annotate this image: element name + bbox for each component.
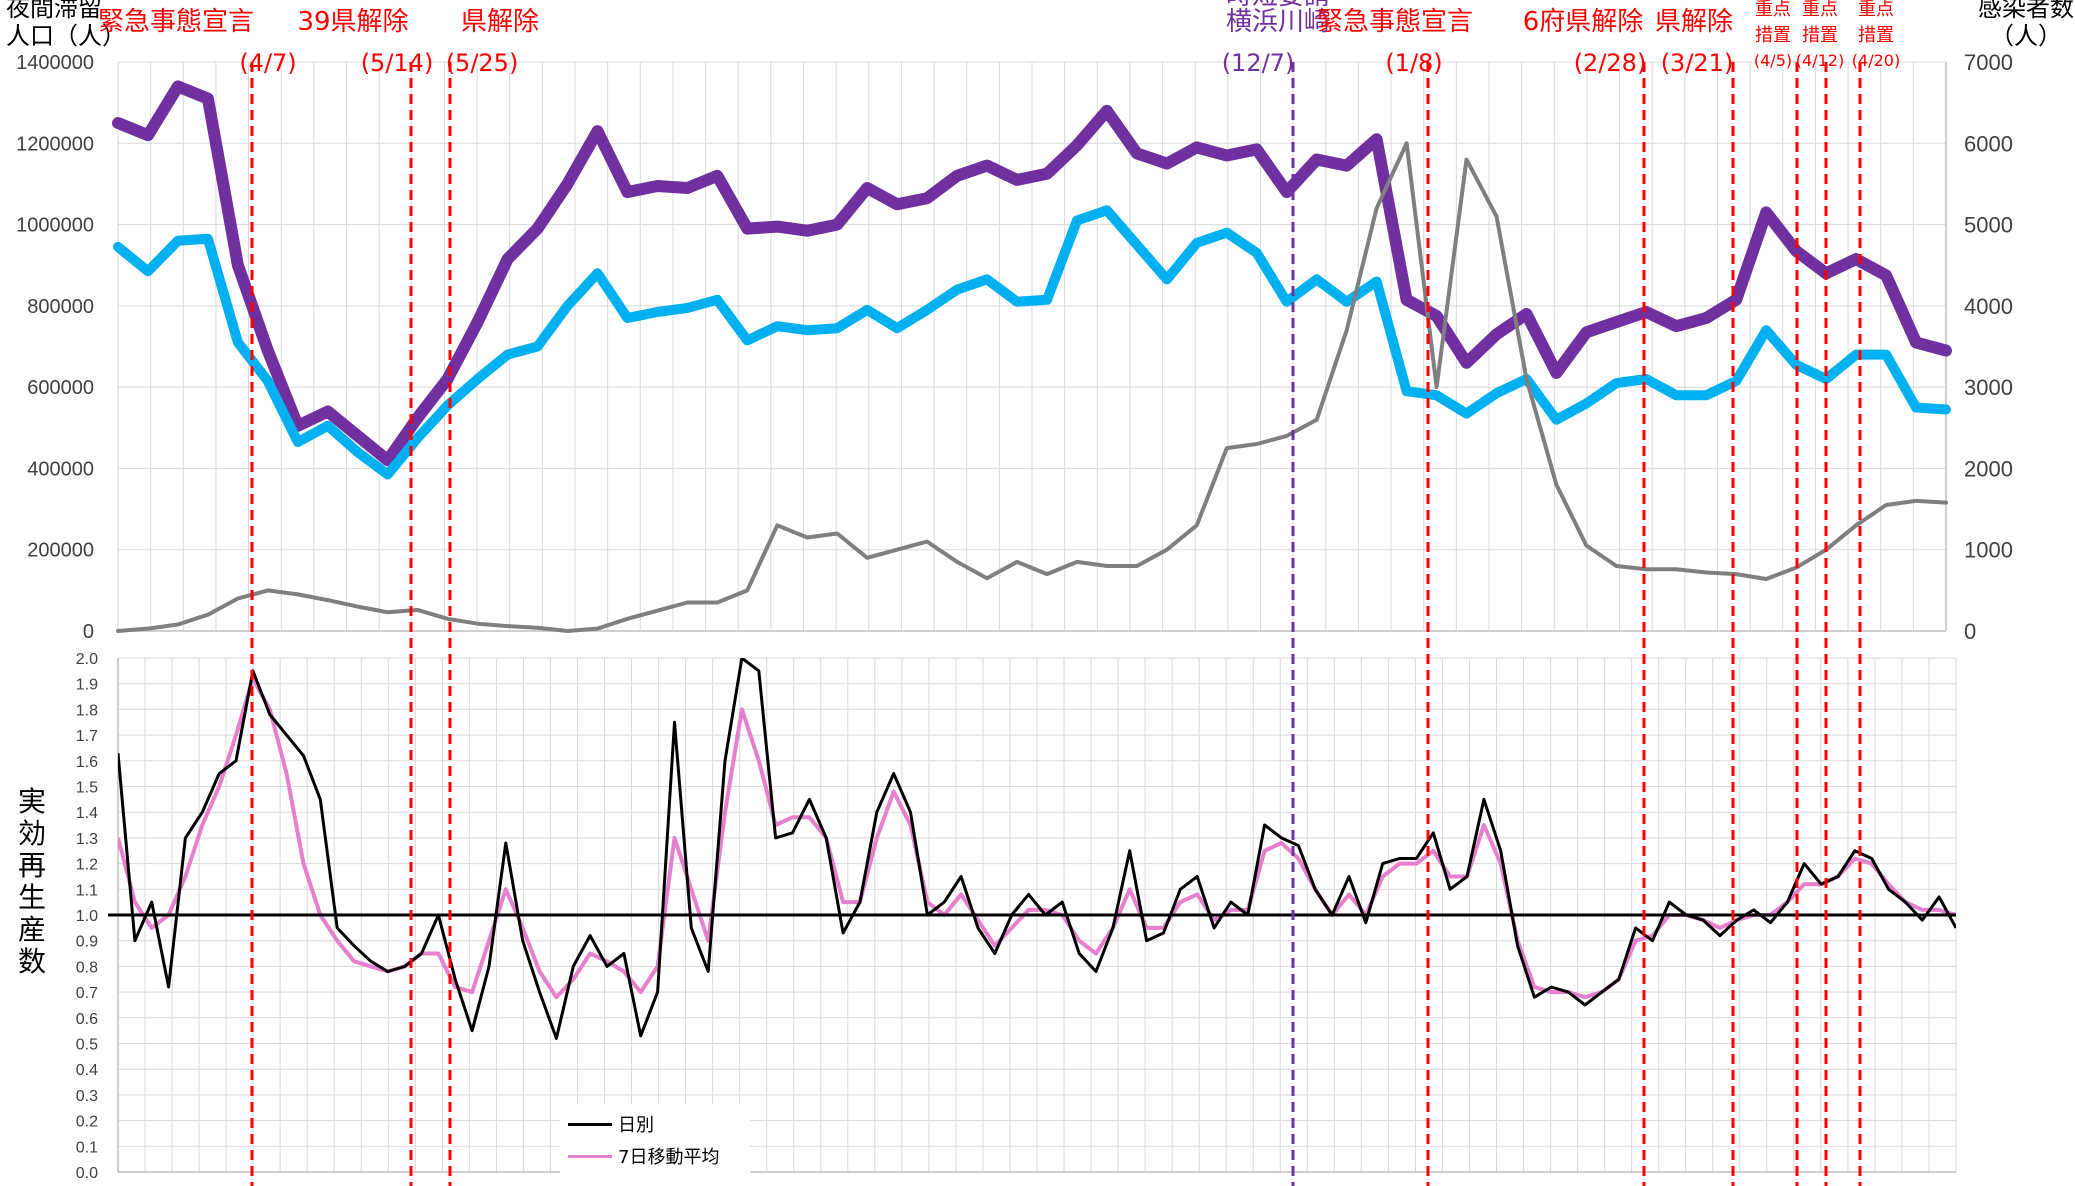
bottom-axis-label-char: 再: [18, 849, 47, 882]
y-bottom-tick-label: 0.9: [76, 934, 98, 951]
y-right-tick-label: 0: [1964, 619, 1976, 644]
left-axis-label-line1: 夜間滞留: [6, 0, 102, 22]
y-bottom-tick-label: 0.4: [76, 1062, 98, 1079]
y-left-tick-label: 800000: [27, 296, 94, 318]
left-axis-label: 夜間滞留 人口（人）: [6, 0, 126, 50]
legend-swatch-moving-avg: [568, 1154, 612, 1158]
y-bottom-tick-label: 1.3: [76, 831, 98, 848]
annotation-date: (4/7): [239, 49, 297, 77]
y-bottom-tick-label: 1.0: [76, 908, 98, 925]
y-bottom-tick-label: 0.8: [76, 959, 98, 976]
annotation-label: 重点: [1858, 0, 1894, 20]
left-axis-label-line2: 人口（人）: [6, 22, 126, 50]
y-left-tick-label: 0: [83, 621, 94, 643]
legend-label-daily: 日別: [618, 1115, 654, 1136]
y-left-tick-label: 200000: [27, 540, 94, 562]
annotation-date: (2/28): [1573, 49, 1647, 77]
legend-item-daily: 日別: [568, 1112, 654, 1136]
right-axis-label-line1: 感染者数: [1978, 0, 2074, 22]
right-axis-label-line2: （人）: [1990, 22, 2062, 50]
y-bottom-tick-label: 0.6: [76, 1011, 98, 1028]
series-line-pink: [118, 676, 1956, 1000]
y-bottom-tick-label: 1.7: [76, 728, 98, 745]
annotation-label: 県解除: [1654, 7, 1733, 37]
annotation-label: 重点: [1802, 0, 1838, 20]
y-left-tick-label: 400000: [27, 458, 94, 480]
y-left-tick-label: 1000000: [16, 215, 94, 237]
y-right-tick-label: 5000: [1964, 213, 2013, 238]
series-line-gray: [116, 141, 1948, 633]
annotation-label: 緊急事態宣言: [97, 7, 254, 37]
y-bottom-tick-label: 0.1: [76, 1139, 98, 1156]
series-line-cyan: [113, 205, 1951, 480]
y-bottom-tick-label: 1.5: [76, 780, 98, 797]
bottom-axis-label-char: 効: [18, 817, 47, 850]
y-left-tick-label: 600000: [27, 377, 94, 399]
y-left-tick-label: 1200000: [16, 133, 94, 155]
annotation-label: 重点: [1755, 0, 1791, 20]
annotation-date: (5/25): [445, 49, 519, 77]
annotation-label: 県解除: [460, 7, 539, 37]
annotation-label: 39県解除: [297, 7, 409, 37]
y-bottom-tick-label: 0.0: [76, 1165, 98, 1182]
annotation-label: 時短要請: [1158, 0, 1398, 11]
legend: 日別 7日移動平均: [560, 1104, 750, 1176]
annotation-date: (3/21): [1660, 49, 1734, 77]
legend-swatch-daily: [568, 1122, 612, 1126]
series-line-black: [118, 658, 1956, 1040]
y-bottom-tick-label: 1.1: [76, 882, 98, 899]
bottom-axis-label-char: 生: [18, 881, 47, 914]
y-bottom-tick-label: 2.0: [76, 651, 98, 668]
y-right-tick-label: 2000: [1964, 456, 2013, 481]
bottom-axis-label: 実 効 再 生 産 数: [18, 786, 46, 978]
legend-item-moving-avg: 7日移動平均: [568, 1144, 719, 1168]
annotation-date: (4/12): [1795, 51, 1845, 70]
y-bottom-tick-label: 0.7: [76, 985, 98, 1002]
y-right-tick-label: 7000: [1964, 50, 2013, 75]
series-line-purple: [112, 80, 1952, 467]
y-right-tick-label: 1000: [1964, 538, 2013, 563]
annotation-label-2: 措置: [1755, 25, 1791, 46]
annotation-label-2: 横浜川崎: [1225, 7, 1330, 37]
annotation-label-2: 措置: [1858, 25, 1894, 46]
annotation-date: (4/20): [1851, 51, 1901, 70]
y-bottom-tick-label: 1.4: [76, 805, 98, 822]
right-axis-label: 感染者数 （人）: [1978, 0, 2074, 50]
annotation-label-2: 措置: [1802, 25, 1838, 46]
y-bottom-tick-label: 1.8: [76, 702, 98, 719]
y-bottom-tick-label: 1.6: [76, 754, 98, 771]
bottom-axis-label-char: 数: [18, 945, 47, 978]
y-right-tick-label: 4000: [1964, 294, 2013, 319]
y-right-tick-label: 3000: [1964, 375, 2013, 400]
annotation-date: (1/8): [1385, 49, 1443, 77]
annotation-label: 6府県解除: [1522, 7, 1644, 37]
y-bottom-tick-label: 0.3: [76, 1088, 98, 1105]
bottom-axis-label-char: 産: [18, 913, 47, 946]
y-bottom-tick-label: 0.2: [76, 1114, 98, 1131]
bottom-axis-label-char: 実: [18, 785, 47, 818]
y-bottom-tick-label: 0.5: [76, 1037, 98, 1054]
legend-label-moving-avg: 7日移動平均: [618, 1147, 720, 1168]
annotation-date: (12/7): [1221, 49, 1295, 77]
y-bottom-tick-label: 1.9: [76, 677, 98, 694]
y-left-tick-label: 1400000: [16, 52, 94, 74]
annotation-date: (4/5): [1753, 51, 1793, 70]
y-bottom-tick-label: 1.2: [76, 857, 98, 874]
y-right-tick-label: 6000: [1964, 131, 2013, 156]
annotation-label: 緊急事態宣言: [1316, 7, 1473, 37]
annotation-date: (5/14): [360, 49, 434, 77]
